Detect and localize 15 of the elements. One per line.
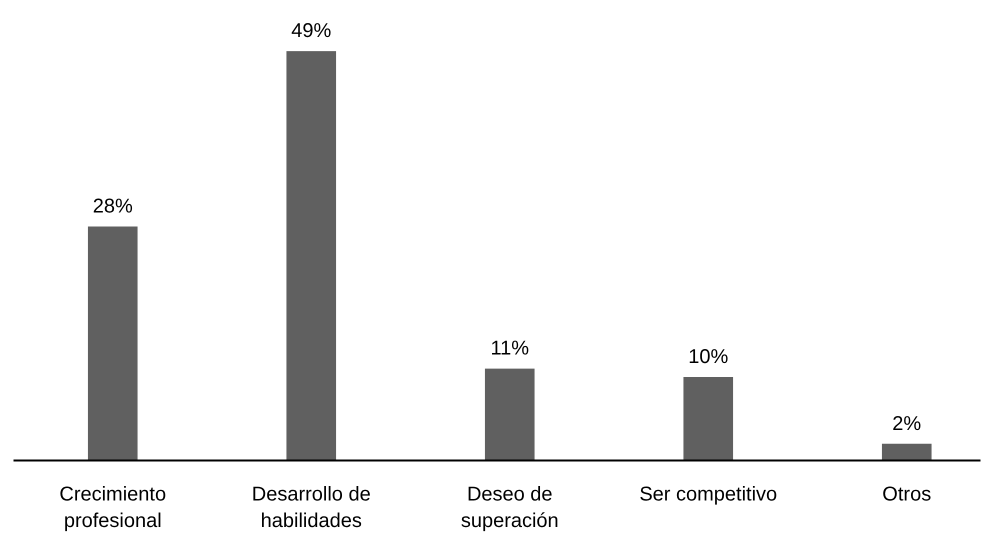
- data-label: 28%: [92, 196, 133, 218]
- bar: [484, 368, 535, 460]
- x-tick-label: Crecimiento profesional: [59, 484, 166, 532]
- x-tick-label: Otros: [882, 484, 932, 506]
- x-tick-label: Desarrollo de habilidades: [252, 484, 371, 532]
- x-tick-label: Deseo de superación: [460, 484, 559, 532]
- data-label: 11%: [490, 338, 530, 360]
- bar: [88, 226, 138, 460]
- data-label: 10%: [688, 346, 728, 368]
- bar: [286, 51, 336, 460]
- data-label: 2%: [892, 412, 922, 435]
- bar: [882, 444, 932, 460]
- data-label: 49%: [291, 20, 332, 42]
- bar: [683, 376, 734, 460]
- x-tick-label: Ser competitivo: [639, 484, 778, 506]
